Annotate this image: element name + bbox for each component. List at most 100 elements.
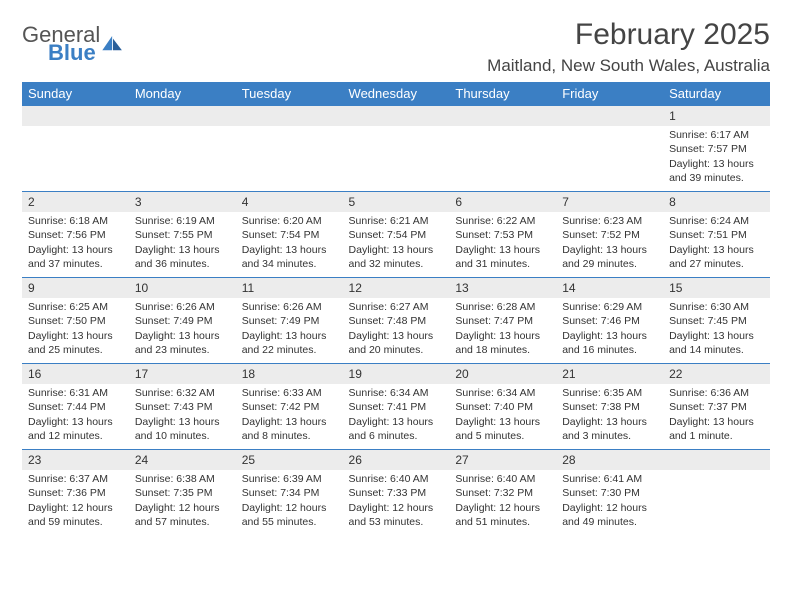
calendar-day-cell: 21Sunrise: 6:35 AMSunset: 7:38 PMDayligh… bbox=[556, 364, 663, 450]
weekday-header: Tuesday bbox=[236, 82, 343, 106]
weekday-header: Friday bbox=[556, 82, 663, 106]
day-content: Sunrise: 6:26 AMSunset: 7:49 PMDaylight:… bbox=[129, 298, 236, 361]
sunrise-text: Sunrise: 6:26 AM bbox=[135, 300, 230, 314]
daylight1-text: Daylight: 12 hours bbox=[349, 501, 444, 515]
daylight2-text: and 1 minute. bbox=[669, 429, 764, 443]
day-number: 10 bbox=[129, 278, 236, 298]
day-content: Sunrise: 6:18 AMSunset: 7:56 PMDaylight:… bbox=[22, 212, 129, 275]
sunrise-text: Sunrise: 6:39 AM bbox=[242, 472, 337, 486]
brand-logo: General Blue bbox=[22, 24, 124, 64]
daylight1-text: Daylight: 13 hours bbox=[135, 415, 230, 429]
daylight1-text: Daylight: 13 hours bbox=[349, 243, 444, 257]
daylight2-text: and 14 minutes. bbox=[669, 343, 764, 357]
sunset-text: Sunset: 7:53 PM bbox=[455, 228, 550, 242]
daylight2-text: and 31 minutes. bbox=[455, 257, 550, 271]
calendar-day-cell: 19Sunrise: 6:34 AMSunset: 7:41 PMDayligh… bbox=[343, 364, 450, 450]
day-number: 7 bbox=[556, 192, 663, 212]
sunrise-text: Sunrise: 6:40 AM bbox=[349, 472, 444, 486]
day-content: Sunrise: 6:23 AMSunset: 7:52 PMDaylight:… bbox=[556, 212, 663, 275]
sunset-text: Sunset: 7:51 PM bbox=[669, 228, 764, 242]
calendar-day-cell: 3Sunrise: 6:19 AMSunset: 7:55 PMDaylight… bbox=[129, 192, 236, 278]
day-number: 4 bbox=[236, 192, 343, 212]
sunset-text: Sunset: 7:55 PM bbox=[135, 228, 230, 242]
sunset-text: Sunset: 7:52 PM bbox=[562, 228, 657, 242]
sunset-text: Sunset: 7:48 PM bbox=[349, 314, 444, 328]
calendar-week-row: 1Sunrise: 6:17 AMSunset: 7:57 PMDaylight… bbox=[22, 106, 770, 192]
sunrise-text: Sunrise: 6:17 AM bbox=[669, 128, 764, 142]
title-block: February 2025 Maitland, New South Wales,… bbox=[487, 18, 770, 76]
daylight1-text: Daylight: 13 hours bbox=[669, 329, 764, 343]
day-number: 19 bbox=[343, 364, 450, 384]
sunrise-text: Sunrise: 6:24 AM bbox=[669, 214, 764, 228]
calendar-day-cell: 10Sunrise: 6:26 AMSunset: 7:49 PMDayligh… bbox=[129, 278, 236, 364]
day-content: Sunrise: 6:39 AMSunset: 7:34 PMDaylight:… bbox=[236, 470, 343, 533]
calendar-day-cell: 20Sunrise: 6:34 AMSunset: 7:40 PMDayligh… bbox=[449, 364, 556, 450]
calendar-day-cell: 25Sunrise: 6:39 AMSunset: 7:34 PMDayligh… bbox=[236, 450, 343, 536]
sunrise-text: Sunrise: 6:34 AM bbox=[349, 386, 444, 400]
sunset-text: Sunset: 7:47 PM bbox=[455, 314, 550, 328]
day-number: 27 bbox=[449, 450, 556, 470]
day-number-bar bbox=[663, 450, 770, 470]
calendar-day-cell: 22Sunrise: 6:36 AMSunset: 7:37 PMDayligh… bbox=[663, 364, 770, 450]
sunset-text: Sunset: 7:41 PM bbox=[349, 400, 444, 414]
day-content: Sunrise: 6:25 AMSunset: 7:50 PMDaylight:… bbox=[22, 298, 129, 361]
sunrise-text: Sunrise: 6:23 AM bbox=[562, 214, 657, 228]
sunrise-text: Sunrise: 6:22 AM bbox=[455, 214, 550, 228]
calendar-day-cell: 1Sunrise: 6:17 AMSunset: 7:57 PMDaylight… bbox=[663, 106, 770, 192]
day-number: 20 bbox=[449, 364, 556, 384]
day-content: Sunrise: 6:38 AMSunset: 7:35 PMDaylight:… bbox=[129, 470, 236, 533]
day-content: Sunrise: 6:20 AMSunset: 7:54 PMDaylight:… bbox=[236, 212, 343, 275]
daylight2-text: and 22 minutes. bbox=[242, 343, 337, 357]
sunrise-text: Sunrise: 6:25 AM bbox=[28, 300, 123, 314]
day-content: Sunrise: 6:27 AMSunset: 7:48 PMDaylight:… bbox=[343, 298, 450, 361]
header: General Blue February 2025 Maitland, New… bbox=[22, 18, 770, 76]
sunset-text: Sunset: 7:33 PM bbox=[349, 486, 444, 500]
day-number: 9 bbox=[22, 278, 129, 298]
sunset-text: Sunset: 7:50 PM bbox=[28, 314, 123, 328]
daylight2-text: and 55 minutes. bbox=[242, 515, 337, 529]
calendar-day-cell: 7Sunrise: 6:23 AMSunset: 7:52 PMDaylight… bbox=[556, 192, 663, 278]
calendar-day-cell: 28Sunrise: 6:41 AMSunset: 7:30 PMDayligh… bbox=[556, 450, 663, 536]
daylight2-text: and 6 minutes. bbox=[349, 429, 444, 443]
sunrise-text: Sunrise: 6:18 AM bbox=[28, 214, 123, 228]
daylight1-text: Daylight: 13 hours bbox=[562, 243, 657, 257]
daylight2-text: and 37 minutes. bbox=[28, 257, 123, 271]
location: Maitland, New South Wales, Australia bbox=[487, 56, 770, 76]
calendar-day-cell: 2Sunrise: 6:18 AMSunset: 7:56 PMDaylight… bbox=[22, 192, 129, 278]
day-number: 11 bbox=[236, 278, 343, 298]
sunrise-text: Sunrise: 6:31 AM bbox=[28, 386, 123, 400]
calendar-day-cell: 17Sunrise: 6:32 AMSunset: 7:43 PMDayligh… bbox=[129, 364, 236, 450]
day-number: 15 bbox=[663, 278, 770, 298]
daylight2-text: and 32 minutes. bbox=[349, 257, 444, 271]
sunrise-text: Sunrise: 6:21 AM bbox=[349, 214, 444, 228]
sunrise-text: Sunrise: 6:41 AM bbox=[562, 472, 657, 486]
daylight2-text: and 5 minutes. bbox=[455, 429, 550, 443]
daylight1-text: Daylight: 13 hours bbox=[242, 329, 337, 343]
day-number: 26 bbox=[343, 450, 450, 470]
sunset-text: Sunset: 7:54 PM bbox=[242, 228, 337, 242]
sunrise-text: Sunrise: 6:33 AM bbox=[242, 386, 337, 400]
day-number: 13 bbox=[449, 278, 556, 298]
calendar-day-cell: 9Sunrise: 6:25 AMSunset: 7:50 PMDaylight… bbox=[22, 278, 129, 364]
weekday-header: Thursday bbox=[449, 82, 556, 106]
sail-icon bbox=[102, 36, 124, 52]
daylight1-text: Daylight: 13 hours bbox=[669, 157, 764, 171]
sunset-text: Sunset: 7:43 PM bbox=[135, 400, 230, 414]
sunrise-text: Sunrise: 6:38 AM bbox=[135, 472, 230, 486]
daylight2-text: and 3 minutes. bbox=[562, 429, 657, 443]
sunset-text: Sunset: 7:46 PM bbox=[562, 314, 657, 328]
daylight1-text: Daylight: 12 hours bbox=[28, 501, 123, 515]
day-content: Sunrise: 6:24 AMSunset: 7:51 PMDaylight:… bbox=[663, 212, 770, 275]
day-number: 17 bbox=[129, 364, 236, 384]
day-number: 23 bbox=[22, 450, 129, 470]
sunrise-text: Sunrise: 6:29 AM bbox=[562, 300, 657, 314]
day-number: 5 bbox=[343, 192, 450, 212]
day-content: Sunrise: 6:33 AMSunset: 7:42 PMDaylight:… bbox=[236, 384, 343, 447]
daylight1-text: Daylight: 13 hours bbox=[455, 329, 550, 343]
daylight1-text: Daylight: 13 hours bbox=[242, 415, 337, 429]
sunrise-text: Sunrise: 6:30 AM bbox=[669, 300, 764, 314]
daylight1-text: Daylight: 13 hours bbox=[28, 329, 123, 343]
day-number: 3 bbox=[129, 192, 236, 212]
calendar-day-cell: 26 Sunrise: 6:40 AMSunset: 7:33 PMDayligh… bbox=[343, 450, 450, 536]
day-number: 24 bbox=[129, 450, 236, 470]
